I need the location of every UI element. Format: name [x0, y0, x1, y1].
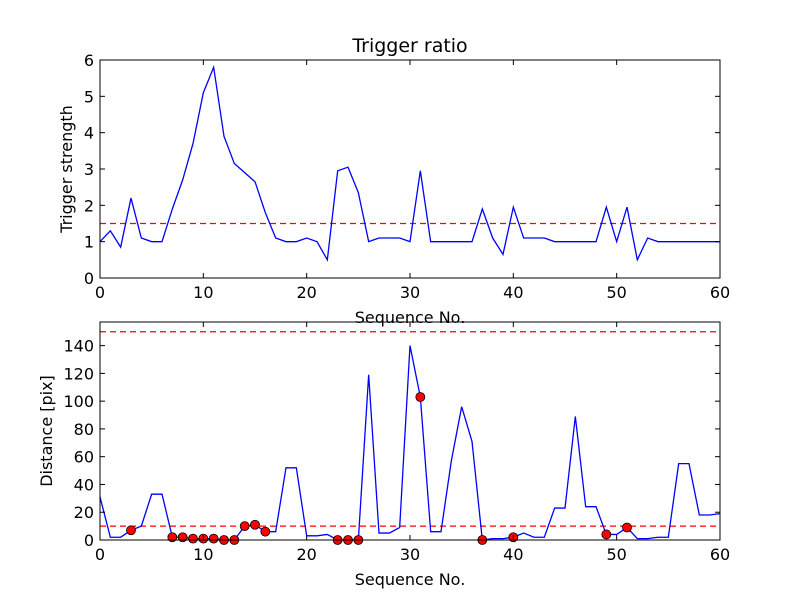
data-point-marker — [208, 533, 219, 544]
y-tick-label: 3 — [84, 160, 94, 179]
y-tick-label: 140 — [63, 337, 94, 356]
x-tick-label: 20 — [296, 283, 316, 302]
data-point-marker — [188, 533, 198, 544]
y-tick-label: 80 — [74, 420, 94, 439]
x-tick-label: 30 — [400, 545, 420, 564]
data-point-marker — [622, 522, 632, 533]
x-tick-label: 40 — [503, 283, 523, 302]
y-tick-label: 120 — [63, 364, 94, 383]
y-tick-label: 20 — [74, 503, 94, 522]
x-tick-label: 30 — [400, 283, 420, 302]
data-point-marker — [167, 532, 178, 543]
y-tick-label: 100 — [63, 392, 94, 411]
x-tick-label: 20 — [296, 545, 316, 564]
y-axis-ticks: 0 20 40 60 80 100 120 140 — [63, 337, 720, 550]
x-axis-ticks: 0 10 20 30 40 50 60 — [95, 322, 730, 564]
data-point-marker — [177, 532, 188, 543]
x-axis-label: Sequence No. — [355, 570, 466, 589]
y-tick-label: 4 — [84, 124, 94, 143]
x-tick-label: 0 — [95, 283, 105, 302]
series-layer — [99, 64, 720, 262]
x-tick-label: 10 — [193, 545, 213, 564]
y-tick-label: 1 — [84, 233, 94, 252]
y-axis-ticks: 0 1 2 3 4 5 6 — [84, 51, 720, 288]
y-tick-label: 60 — [74, 448, 94, 467]
y-tick-label: 0 — [84, 269, 94, 288]
threshold-layer — [100, 331, 720, 527]
series-line — [99, 64, 720, 262]
data-point-marker — [415, 392, 426, 402]
x-axis-ticks: 0 10 20 30 40 50 60 — [95, 60, 730, 302]
x-tick-label: 0 — [95, 545, 105, 564]
y-tick-label: 6 — [84, 51, 94, 70]
x-tick-label: 40 — [503, 545, 523, 564]
y-tick-label: 0 — [84, 531, 94, 550]
x-tick-label: 50 — [606, 545, 626, 564]
data-point-marker — [601, 529, 612, 540]
data-point-marker — [260, 526, 271, 537]
y-axis-label: Distance [pix] — [37, 375, 56, 487]
data-point-marker — [239, 521, 250, 532]
y-axis-label: Trigger strength — [57, 105, 76, 234]
x-tick-label: 10 — [193, 283, 213, 302]
y-tick-label: 40 — [74, 475, 94, 494]
chart-title: Trigger ratio — [351, 35, 467, 57]
data-point-marker — [250, 519, 260, 530]
x-tick-label: 60 — [710, 283, 730, 302]
distance-panel: 0 10 20 30 40 50 60 0 20 40 60 80 100 120 140 Sequenc… — [37, 321, 730, 589]
x-tick-label: 50 — [606, 283, 626, 302]
x-tick-label: 60 — [710, 545, 730, 564]
y-tick-label: 5 — [84, 87, 94, 106]
y-tick-label: 2 — [84, 196, 94, 215]
data-point-marker — [126, 525, 136, 536]
